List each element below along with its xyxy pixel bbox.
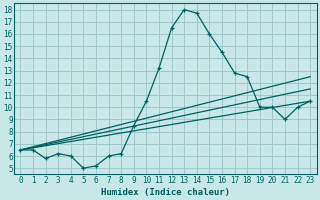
X-axis label: Humidex (Indice chaleur): Humidex (Indice chaleur) [101, 188, 230, 197]
